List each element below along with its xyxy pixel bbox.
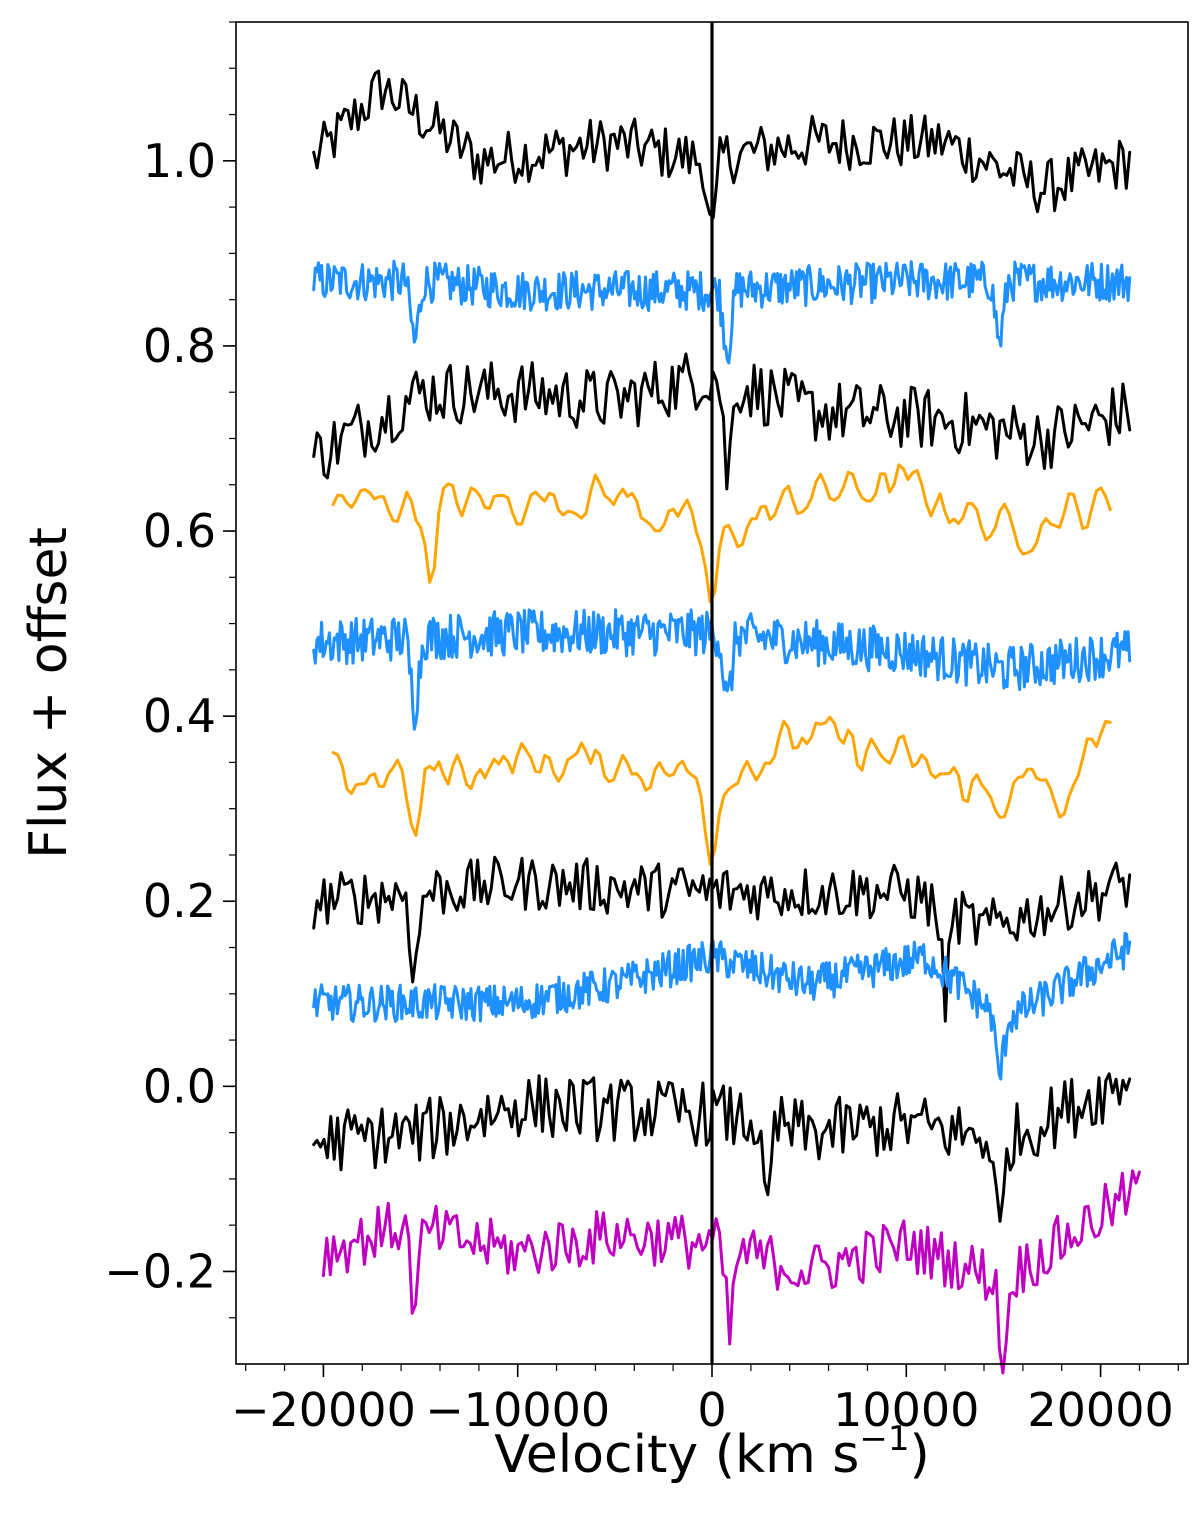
series-line-4 xyxy=(331,463,1112,604)
x-tick-label: 20000 xyxy=(1027,1383,1173,1437)
series-line-9 xyxy=(312,1072,1132,1223)
series-line-7 xyxy=(312,855,1132,1023)
series-line-10 xyxy=(321,1169,1141,1375)
x-tick-label: −10000 xyxy=(425,1383,610,1437)
y-tick-label: 1.0 xyxy=(143,134,216,188)
y-tick-label: −0.2 xyxy=(104,1244,216,1298)
axes-layer: −20000 −10000 0 10000 20000 −0.2 0.0 0.2 0.4 0.6 0… xyxy=(104,21,1189,1437)
series-line-3 xyxy=(312,352,1132,491)
series-layer xyxy=(312,69,1141,1375)
y-tick-label: 0.2 xyxy=(143,874,216,928)
x-axis-label-superscript: −1 xyxy=(859,1419,909,1459)
series-line-6 xyxy=(331,715,1112,866)
y-axis-label: Flux + offset xyxy=(19,527,79,859)
x-axis-label-main: Velocity (km s xyxy=(494,1425,859,1485)
x-tick-label: 0 xyxy=(697,1383,726,1437)
x-axis-label-suffix: ) xyxy=(910,1425,930,1485)
y-tick-label: 0.6 xyxy=(143,504,216,558)
x-tick-label: 10000 xyxy=(833,1383,979,1437)
series-line-8 xyxy=(312,931,1132,1081)
x-axis-label: Velocity (km s−1) xyxy=(494,1419,930,1485)
series-line-5 xyxy=(312,608,1132,731)
x-tick-label: −20000 xyxy=(231,1383,416,1437)
series-line-2 xyxy=(312,259,1132,365)
y-tick-label: 0.4 xyxy=(143,689,216,743)
series-line-1 xyxy=(312,69,1132,220)
y-tick-label: 0.8 xyxy=(143,319,216,373)
y-tick-label: 0.0 xyxy=(143,1059,216,1113)
